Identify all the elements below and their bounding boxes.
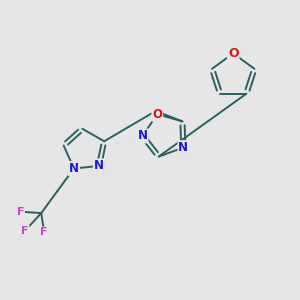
Text: N: N [178,141,188,154]
Text: O: O [152,108,162,121]
Text: N: N [69,162,79,175]
Text: F: F [21,226,28,236]
Text: O: O [228,47,238,60]
Text: N: N [138,129,148,142]
Text: N: N [94,159,104,172]
Text: F: F [40,227,48,237]
Text: F: F [17,207,24,217]
